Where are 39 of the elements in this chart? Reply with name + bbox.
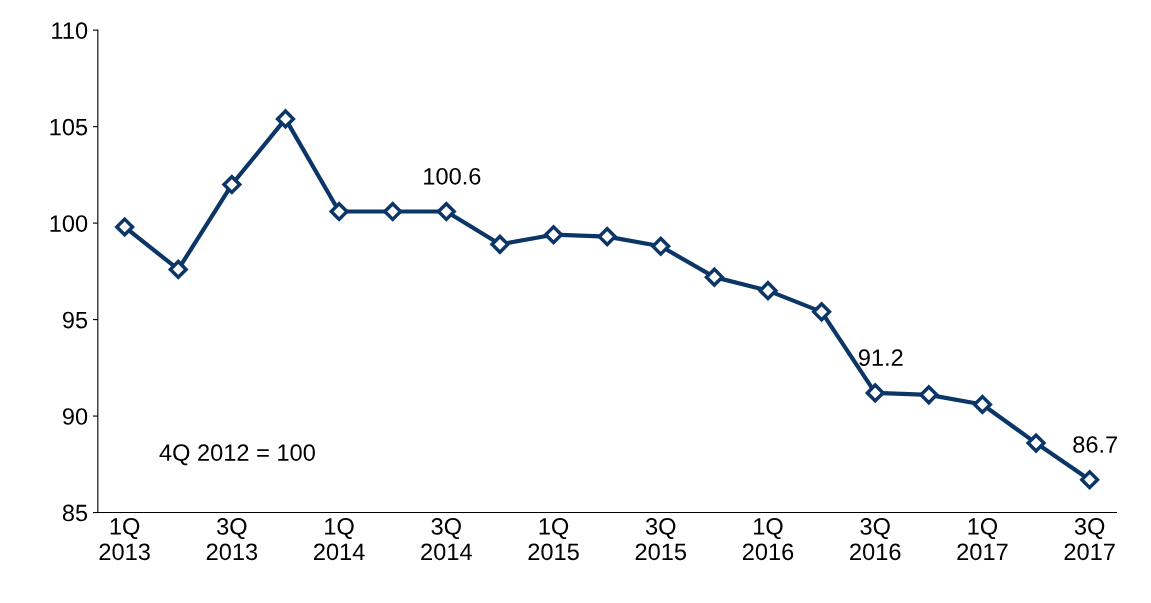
point [329,201,349,222]
x-tick-label: 1Q 2017 [957,518,1008,561]
y-tick-label: 95 [62,311,88,329]
x-tick-label: 3Q 2013 [206,518,258,561]
point [865,383,885,403]
y-tick-label: 100 [50,215,88,232]
x-tick-label: 1Q 2015 [528,518,579,561]
point [275,109,296,129]
data-label: 100.6 [424,167,481,185]
y-tick-label: 110 [52,22,88,39]
x-tick-label: 1Q 2014 [314,518,365,561]
data-label: 91.2 [858,349,903,367]
y-tick-label: 90 [62,408,88,425]
point [651,236,671,256]
point [1026,433,1046,453]
x-tick-label: 1Q 2016 [742,518,794,561]
y-tick-label: 105 [50,118,88,136]
point [812,302,832,322]
point [704,267,724,287]
x-tick-label: 1Q 2013 [99,518,150,561]
point [597,227,617,247]
x-tick-label: 3Q 2016 [850,518,901,561]
x-tick-label: 3Q 2015 [635,518,687,561]
point [436,201,456,222]
point [490,234,510,254]
x-tick-label: 3Q 2014 [421,518,472,561]
point [543,225,564,245]
data-label: 86.7 [1073,436,1118,453]
point [919,385,939,405]
point [168,259,188,280]
point [222,174,242,195]
x-tick-label: 3Q 2017 [1064,518,1115,561]
point [972,394,993,415]
y-tick-label: 85 [62,504,88,522]
point [115,217,135,237]
point [758,281,778,301]
annotation: 4Q 2012 = 100 [159,444,315,466]
point [383,201,403,222]
point [1080,470,1100,490]
